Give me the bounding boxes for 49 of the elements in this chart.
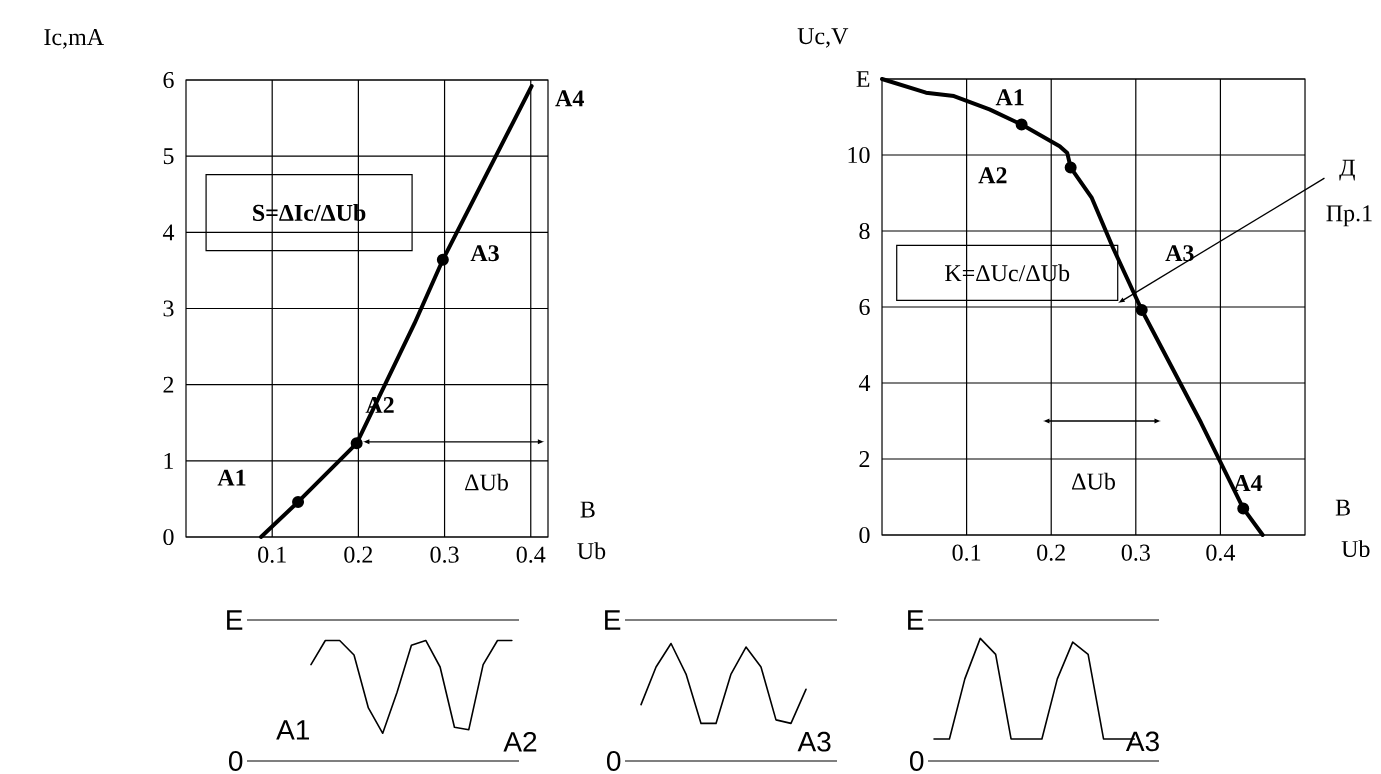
text: Пр.1 bbox=[1326, 205, 1372, 227]
x-tick-label: 0.1 bbox=[952, 544, 981, 561]
annotation: A1 bbox=[276, 720, 310, 740]
ref-line-label: 0 bbox=[910, 751, 924, 771]
annotation: A1 bbox=[217, 469, 246, 486]
text: В bbox=[1335, 499, 1350, 516]
y-tick-label: 6 bbox=[163, 71, 174, 89]
x-tick-label: 0.3 bbox=[430, 546, 459, 563]
annotation: A2 bbox=[503, 731, 537, 752]
annotation: A3 bbox=[470, 245, 499, 262]
annotation: A2 bbox=[978, 167, 1007, 184]
y-axis-title: Ic,mA bbox=[44, 29, 104, 49]
ref-line-label: E bbox=[227, 610, 243, 630]
x-axis-title: Ub bbox=[1341, 540, 1370, 558]
y-tick-label: 1 bbox=[164, 452, 174, 469]
y-tick-label: 5 bbox=[163, 148, 174, 165]
x-tick-label: 0.4 bbox=[516, 546, 546, 563]
ref-line-label: 0 bbox=[607, 751, 621, 771]
annotation: ΔUb bbox=[464, 473, 508, 491]
x-axis-title: Ub bbox=[577, 542, 606, 560]
x-tick-label: 0.2 bbox=[1037, 544, 1065, 561]
x-tick-label: 0.1 bbox=[258, 546, 286, 563]
text: A4 bbox=[555, 90, 584, 107]
annotation: A4 bbox=[1233, 475, 1263, 491]
y-tick-label: 2 bbox=[859, 451, 870, 467]
annotation: A3 bbox=[797, 731, 831, 752]
text: В bbox=[580, 501, 595, 518]
y-tick-label: 10 bbox=[848, 146, 870, 164]
annotation: A3 bbox=[1165, 245, 1194, 262]
y-tick-label: 0 bbox=[163, 528, 174, 546]
y-tick-label: 4 bbox=[858, 375, 871, 391]
ref-line-label: 0 bbox=[229, 751, 243, 771]
x-tick-label: 0.2 bbox=[344, 546, 373, 563]
y-tick-label: 8 bbox=[859, 222, 870, 240]
y-axis-title: Uc,V bbox=[797, 28, 849, 48]
y-tick-label: E bbox=[856, 71, 870, 87]
text: Д bbox=[1339, 159, 1355, 181]
x-tick-label: 0.4 bbox=[1206, 544, 1236, 561]
y-tick-label: 3 bbox=[163, 300, 174, 317]
annotation: A3 bbox=[1125, 731, 1159, 752]
annotation: A1 bbox=[995, 89, 1024, 106]
ref-line-label: E bbox=[908, 610, 924, 630]
annotation: ΔUb bbox=[1072, 472, 1115, 490]
y-tick-label: 0 bbox=[859, 526, 870, 544]
y-tick-label: 4 bbox=[162, 224, 175, 241]
ref-line-label: E bbox=[605, 610, 621, 630]
y-tick-label: 2 bbox=[163, 376, 174, 393]
x-tick-label: 0.3 bbox=[1121, 544, 1150, 561]
y-tick-label: 6 bbox=[859, 298, 870, 316]
